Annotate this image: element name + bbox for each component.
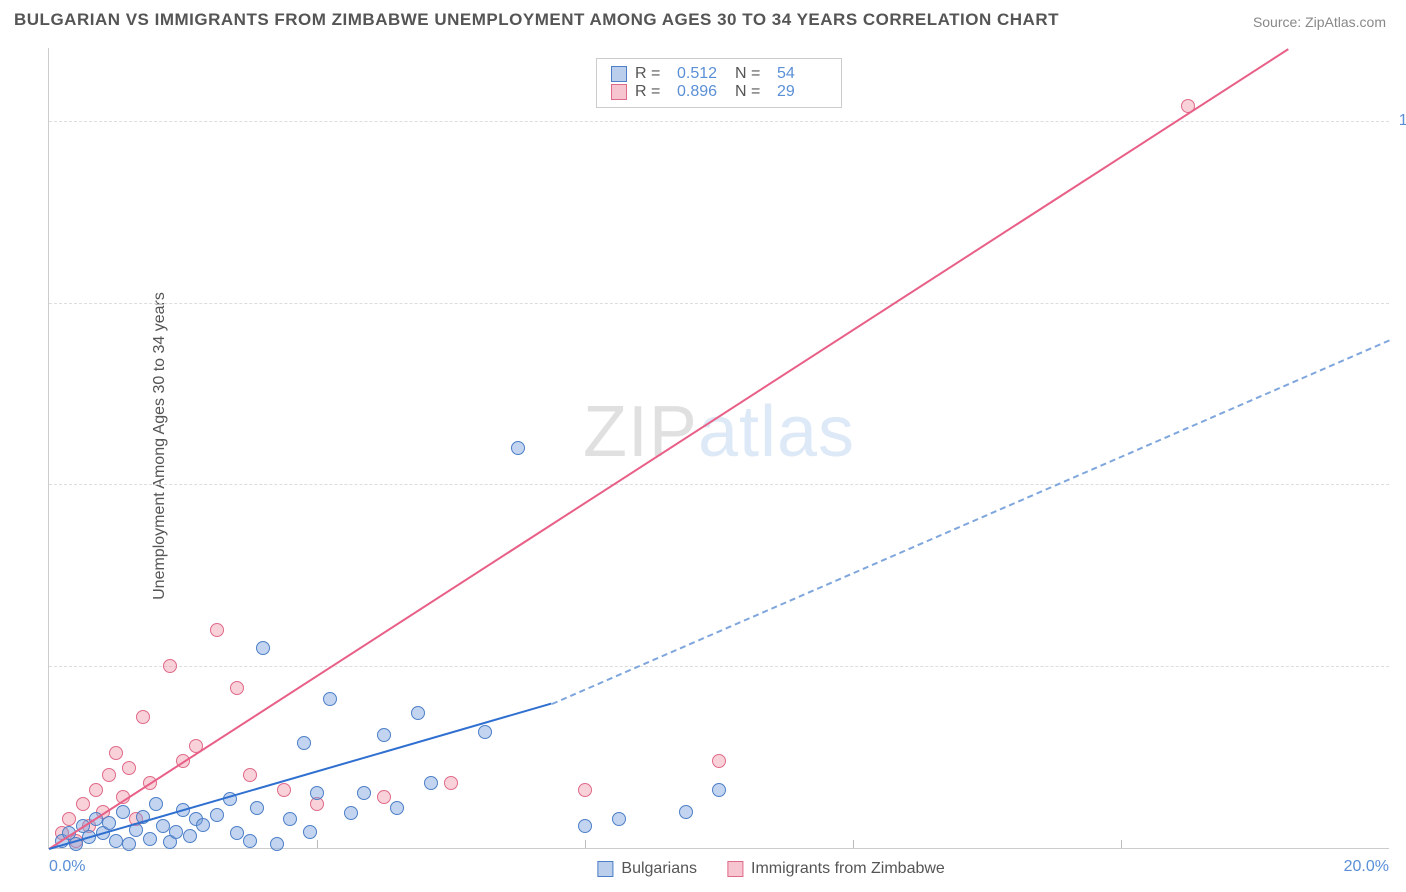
data-point <box>411 706 425 720</box>
data-point <box>270 837 284 851</box>
data-point <box>243 768 257 782</box>
data-point <box>230 681 244 695</box>
gridline-h <box>49 666 1389 667</box>
data-point <box>578 819 592 833</box>
data-point <box>163 659 177 673</box>
legend-swatch-b <box>611 84 627 100</box>
data-point <box>230 826 244 840</box>
data-point <box>102 768 116 782</box>
legend-swatch-a <box>611 66 627 82</box>
data-point <box>511 441 525 455</box>
gridline-h <box>49 121 1389 122</box>
data-point <box>62 812 76 826</box>
data-point <box>143 832 157 846</box>
data-point <box>243 834 257 848</box>
gridline-h <box>49 303 1389 304</box>
data-point <box>310 786 324 800</box>
x-tick-minor <box>1121 840 1122 848</box>
data-point <box>210 623 224 637</box>
legend-row-b: R = 0.896 N = 29 <box>611 83 827 101</box>
legend-item-a: Bulgarians <box>597 860 697 878</box>
x-tick-label: 20.0% <box>1344 858 1389 876</box>
data-point <box>390 801 404 815</box>
source-label: Source: ZipAtlas.com <box>1253 14 1386 30</box>
data-point <box>303 825 317 839</box>
data-point <box>210 808 224 822</box>
data-point <box>256 641 270 655</box>
data-point <box>679 805 693 819</box>
data-point <box>183 829 197 843</box>
data-point <box>283 812 297 826</box>
square-icon <box>727 861 743 877</box>
data-point <box>578 783 592 797</box>
data-point <box>712 754 726 768</box>
data-point <box>357 786 371 800</box>
trend-line <box>49 703 552 850</box>
watermark: ZIPatlas <box>583 391 855 473</box>
data-point <box>109 746 123 760</box>
data-point <box>156 819 170 833</box>
data-point <box>424 776 438 790</box>
legend-item-b: Immigrants from Zimbabwe <box>727 860 945 878</box>
legend-row-a: R = 0.512 N = 54 <box>611 65 827 83</box>
data-point <box>109 834 123 848</box>
data-point <box>76 797 90 811</box>
data-point <box>377 790 391 804</box>
data-point <box>89 783 103 797</box>
data-point <box>297 736 311 750</box>
data-point <box>277 783 291 797</box>
data-point <box>116 805 130 819</box>
x-tick-label: 0.0% <box>49 858 85 876</box>
data-point <box>250 801 264 815</box>
data-point <box>377 728 391 742</box>
data-point <box>612 812 626 826</box>
legend-correlation: R = 0.512 N = 54 R = 0.896 N = 29 <box>596 58 842 108</box>
data-point <box>344 806 358 820</box>
data-point <box>149 797 163 811</box>
data-point <box>712 783 726 797</box>
gridline-h <box>49 484 1389 485</box>
x-tick-minor <box>585 840 586 848</box>
data-point <box>196 818 210 832</box>
square-icon <box>597 861 613 877</box>
data-point <box>169 825 183 839</box>
trend-line <box>48 48 1289 850</box>
data-point <box>102 816 116 830</box>
plot-area: ZIPatlas R = 0.512 N = 54 R = 0.896 N = … <box>48 48 1389 849</box>
legend-series: Bulgarians Immigrants from Zimbabwe <box>597 860 944 878</box>
data-point <box>323 692 337 706</box>
data-point <box>444 776 458 790</box>
data-point <box>122 761 136 775</box>
y-tick-label: 100.0% <box>1399 112 1406 130</box>
chart-title: BULGARIAN VS IMMIGRANTS FROM ZIMBABWE UN… <box>14 10 1059 30</box>
trend-line <box>551 339 1389 704</box>
data-point <box>478 725 492 739</box>
x-tick-minor <box>317 840 318 848</box>
data-point <box>136 710 150 724</box>
x-tick-minor <box>853 840 854 848</box>
data-point <box>122 837 136 851</box>
